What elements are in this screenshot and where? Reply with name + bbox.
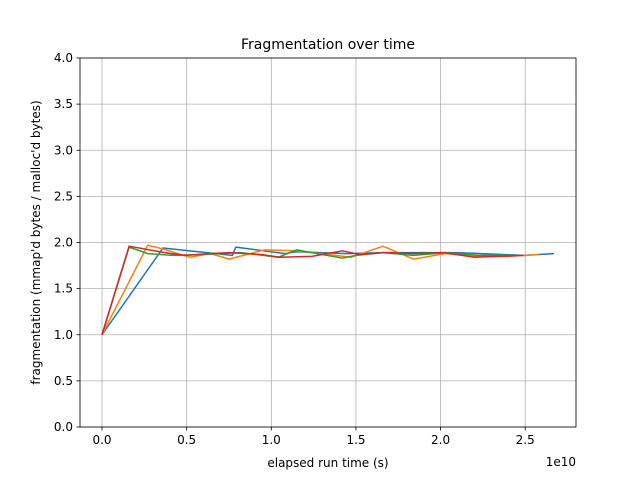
y-tick-label: 0.5 xyxy=(54,374,73,388)
x-tick-label: 0.0 xyxy=(92,433,111,447)
y-tick-label: 3.5 xyxy=(54,97,73,111)
y-tick-label: 1.0 xyxy=(54,328,73,342)
series-line-4 xyxy=(101,245,524,335)
y-tick-label: 1.5 xyxy=(54,282,73,296)
series-lines xyxy=(101,244,555,336)
y-tick-label: 0.0 xyxy=(54,420,73,434)
y-axis: 0.0 0.5 1.0 1.5 2.0 2.5 3.0 3.5 4.0 xyxy=(54,51,80,434)
x-axis-offset-label: 1e10 xyxy=(546,455,576,469)
y-tick-label: 2.5 xyxy=(54,189,73,203)
chart-title: Fragmentation over time xyxy=(241,37,415,53)
x-tick-label: 1.0 xyxy=(262,433,281,447)
x-tick-label: 0.5 xyxy=(177,433,196,447)
x-tick-label: 2.0 xyxy=(431,433,450,447)
x-axis: 0.0 0.5 1.0 1.5 2.0 2.5 xyxy=(92,427,535,447)
x-tick-label: 1.5 xyxy=(346,433,365,447)
grid xyxy=(80,57,576,428)
y-tick-label: 4.0 xyxy=(54,51,73,65)
x-tick-label: 2.5 xyxy=(516,433,535,447)
y-tick-label: 3.0 xyxy=(54,143,73,157)
x-axis-label: elapsed run time (s) xyxy=(267,456,388,470)
y-axis-label: fragmentation (mmap'd bytes / malloc'd b… xyxy=(29,100,43,384)
y-tick-label: 2.0 xyxy=(54,236,73,250)
